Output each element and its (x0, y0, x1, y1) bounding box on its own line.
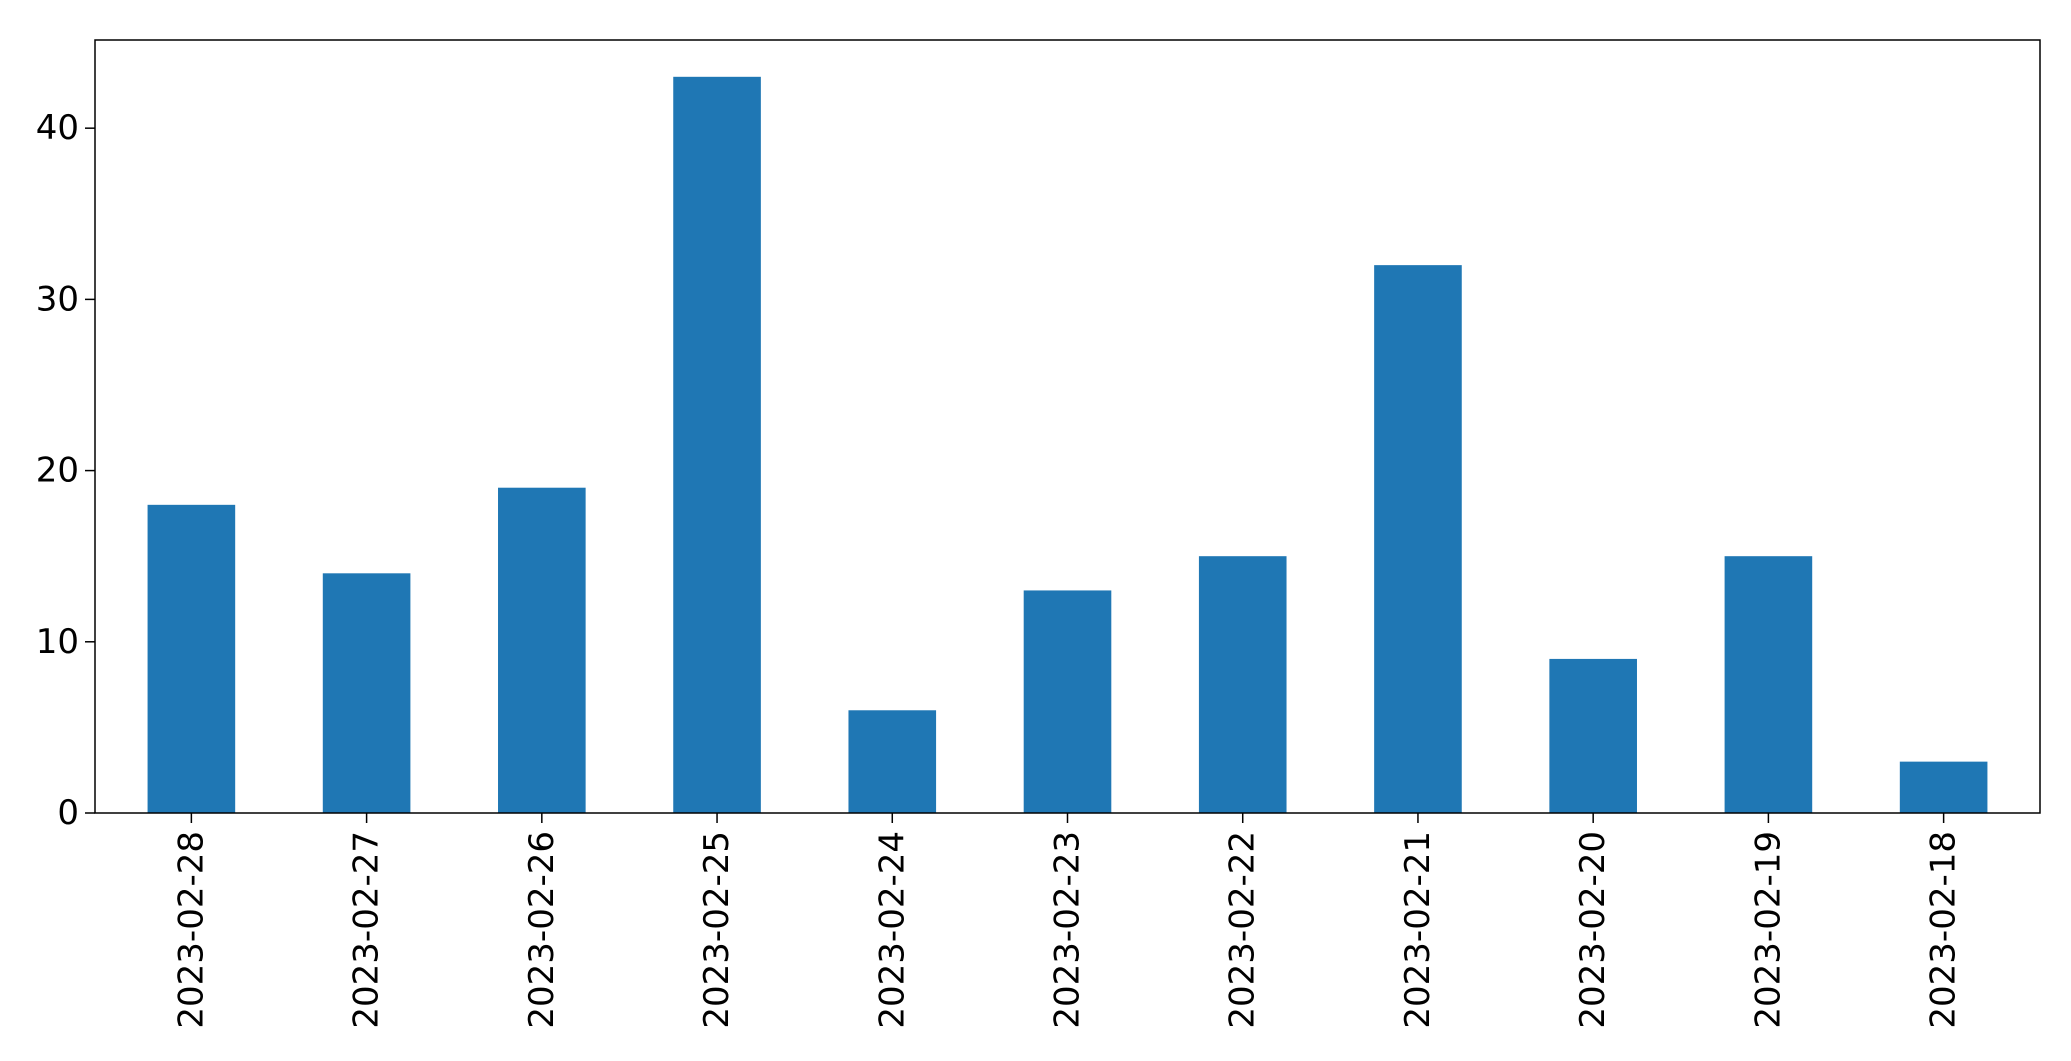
x-tick-label: 2023-02-27 (347, 831, 387, 1029)
x-tick-label: 2023-02-21 (1398, 831, 1438, 1029)
bar-2023-02-19 (1724, 556, 1813, 813)
bar-2023-02-27 (322, 573, 411, 813)
y-tick-label: 10 (36, 622, 79, 662)
y-tick-label: 30 (36, 279, 79, 319)
x-tick-label: 2023-02-18 (1924, 831, 1964, 1029)
bar-2023-02-22 (1198, 556, 1287, 813)
x-tick-label: 2023-02-28 (171, 831, 211, 1029)
bar-2023-02-20 (1549, 658, 1637, 813)
x-tick-label: 2023-02-19 (1748, 831, 1788, 1029)
x-axis: 2023-02-28 2023-02-27 2023-02-26 2023-02-25… (171, 813, 1964, 1029)
bar-2023-02-21 (1374, 265, 1462, 813)
plot-frame (94, 39, 2041, 814)
bar-2023-02-24 (848, 710, 937, 813)
y-tick-label: 40 (36, 108, 79, 148)
bar-2023-02-23 (1023, 590, 1112, 813)
x-tick-label: 2023-02-25 (697, 831, 737, 1029)
bar-2023-02-25 (673, 76, 761, 814)
x-tick-label: 2023-02-20 (1573, 831, 1613, 1029)
x-tick-label: 2023-02-23 (1048, 831, 1088, 1029)
x-tick-label: 2023-02-22 (1223, 831, 1263, 1029)
bar-2023-02-26 (498, 487, 586, 813)
bar-2023-02-18 (1899, 761, 1988, 813)
y-tick-label: 20 (36, 451, 79, 491)
x-tick-label: 2023-02-24 (872, 831, 912, 1029)
y-tick-label: 0 (57, 793, 79, 833)
x-tick-label: 2023-02-26 (522, 831, 562, 1029)
y-axis: 0 10 20 30 40 (36, 108, 95, 833)
bar-2023-02-28 (147, 504, 236, 813)
bars-group (147, 76, 1988, 814)
